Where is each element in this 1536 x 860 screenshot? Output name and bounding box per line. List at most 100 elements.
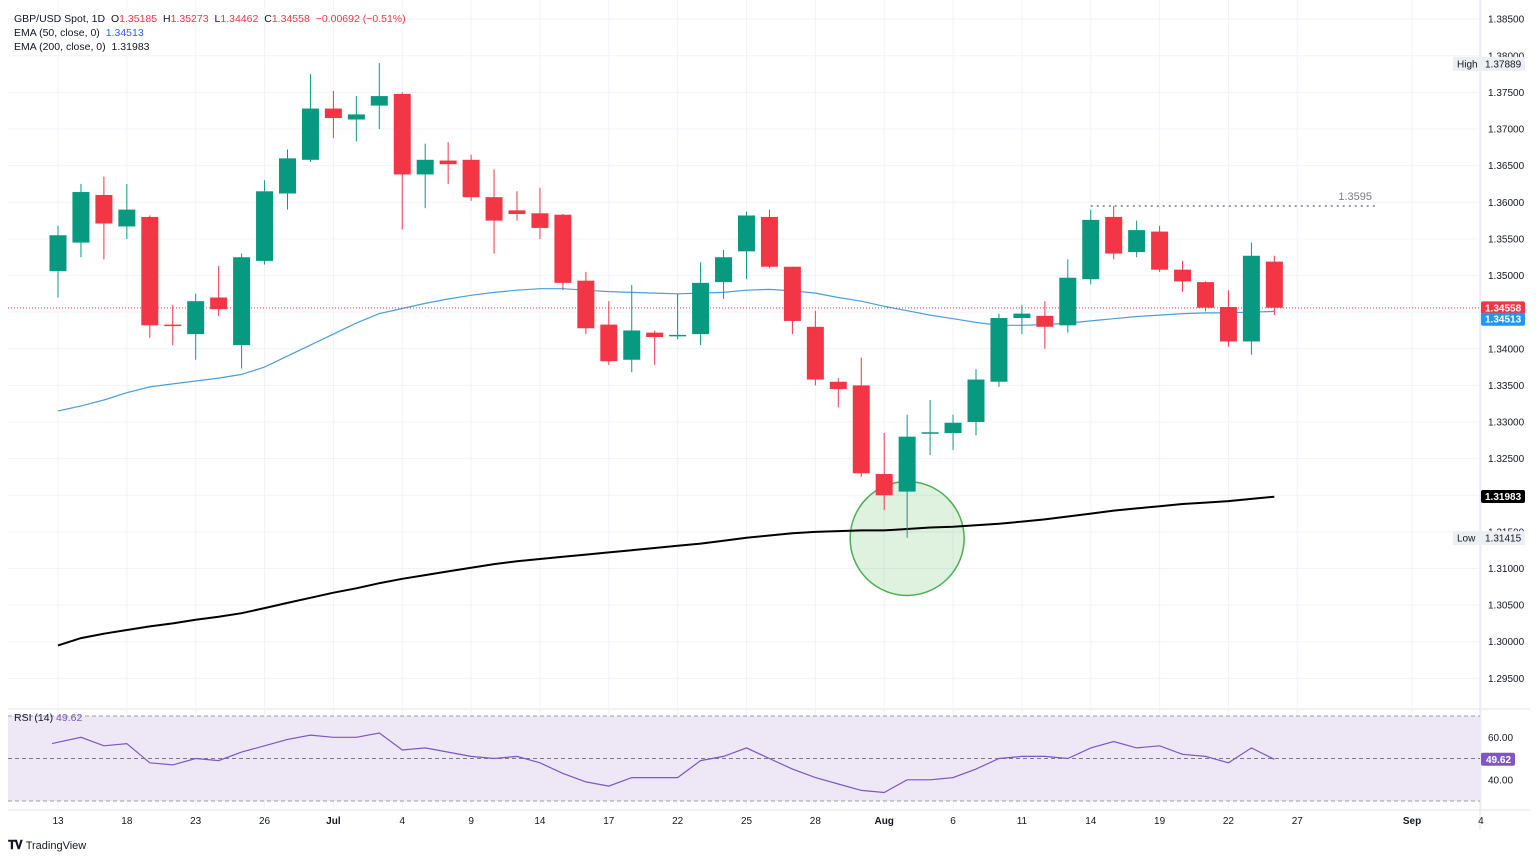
price-tick-label: 1.32500 — [1488, 454, 1525, 465]
candle-body — [1036, 315, 1054, 327]
price-tick-label: 1.38000 — [1488, 51, 1525, 62]
high-marker-bg — [1453, 56, 1525, 71]
ema200-value: 1.31983 — [111, 41, 150, 53]
candle-body — [279, 158, 296, 194]
time-tick-label: 19 — [1154, 816, 1166, 827]
legend-ema50: EMA (50, close, 0) 1.34513 — [14, 27, 144, 40]
time-tick-label: Sep — [1403, 816, 1421, 827]
legend-ema200: EMA (200, close, 0) 1.31983 — [14, 41, 150, 54]
candle-body — [967, 379, 985, 423]
candle-body — [875, 474, 893, 496]
candle — [898, 414, 916, 538]
time-tick-label: 4 — [399, 816, 405, 827]
price-tick-label: 1.37500 — [1488, 88, 1525, 99]
rsi-last-tag-bg — [1481, 752, 1515, 766]
candle — [921, 400, 939, 455]
candle — [72, 183, 90, 258]
candle — [324, 90, 342, 138]
candle — [1265, 255, 1283, 316]
price-tick-label: 1.36500 — [1488, 161, 1525, 172]
candle — [783, 266, 801, 335]
candle — [370, 63, 388, 130]
low-marker-label: Low — [1457, 534, 1476, 545]
candle-body — [531, 213, 549, 228]
candle-body — [669, 334, 687, 337]
price-tick-label: 1.34000 — [1488, 344, 1525, 355]
tradingview-brand[interactable]: 𝐓𝐕 TradingView — [8, 838, 86, 853]
ema200-label: EMA (200, close, 0) — [14, 41, 106, 53]
candle-body — [1265, 261, 1283, 308]
candle-body — [1242, 255, 1260, 342]
candle-body — [49, 235, 67, 272]
candle — [1151, 225, 1169, 272]
time-tick-label: 26 — [259, 816, 271, 827]
candle-body — [1174, 269, 1192, 282]
rsi-label: RSI (14) — [14, 712, 54, 724]
candle — [852, 357, 870, 477]
time-tick-label: 6 — [950, 816, 956, 827]
high-marker-value: 1.37889 — [1485, 59, 1522, 70]
candle-body — [462, 159, 480, 198]
symbol-title: GBP/USD Spot, 1D — [14, 13, 106, 25]
candle — [508, 191, 526, 221]
ema50-tag-bg — [1481, 312, 1525, 326]
time-tick-label: 11 — [1017, 816, 1028, 827]
candle-body — [623, 330, 641, 360]
candle — [806, 310, 824, 386]
candle — [623, 285, 641, 373]
candle — [279, 149, 296, 210]
time-tick-label: 14 — [534, 816, 546, 827]
price-tick-label: 1.35500 — [1488, 234, 1525, 245]
time-tick-label: 14 — [1085, 816, 1097, 827]
candle — [715, 249, 733, 299]
rsi-line — [51, 732, 1275, 794]
candle — [141, 215, 159, 338]
candle — [256, 180, 274, 265]
candle-body — [324, 108, 342, 119]
candle-body — [416, 159, 434, 175]
price-tick-label: 1.37000 — [1488, 125, 1525, 136]
change-value: −0.00692 (−0.51%) — [315, 13, 406, 25]
candle-body — [600, 324, 618, 362]
low-label: L — [214, 13, 221, 25]
candle-body — [829, 381, 847, 390]
candle — [1174, 260, 1192, 292]
close-label: C — [264, 13, 272, 25]
candle-body — [1151, 231, 1169, 270]
candle-body — [738, 215, 755, 252]
candle — [577, 271, 595, 335]
time-tick-label: 4 — [1478, 816, 1484, 827]
candle-body — [1059, 277, 1077, 326]
candle — [95, 176, 113, 260]
rsi-legend-value: 49.62 — [56, 712, 83, 724]
candle — [210, 266, 228, 316]
candle-body — [1105, 216, 1123, 254]
low-value: 1.34462 — [220, 13, 259, 25]
candle — [1036, 301, 1054, 349]
candle — [485, 169, 503, 254]
price-tick-label: 1.29500 — [1488, 674, 1525, 685]
candle — [669, 293, 687, 340]
candle-body — [921, 432, 939, 434]
candle — [531, 187, 549, 239]
ema50-value: 1.34513 — [105, 27, 144, 39]
candle-body — [210, 297, 228, 310]
candle — [1128, 220, 1146, 258]
tradingview-logo-icon: 𝐓𝐕 — [8, 838, 23, 852]
candle — [164, 304, 182, 346]
ema200-tag: 1.31983 — [1485, 492, 1522, 503]
candle-body — [783, 266, 801, 321]
candle — [118, 183, 136, 239]
time-tick-label: 17 — [603, 816, 615, 827]
candle — [233, 253, 251, 369]
candle-body — [393, 93, 411, 175]
high-label: H — [163, 13, 171, 25]
low-marker-bg — [1453, 531, 1525, 546]
candle — [967, 369, 985, 436]
candle-body — [118, 209, 136, 227]
candle-body — [141, 216, 159, 326]
last-price-tag: 1.34558 — [1485, 303, 1522, 314]
candle-body — [1219, 307, 1237, 342]
candle-body — [95, 194, 113, 224]
